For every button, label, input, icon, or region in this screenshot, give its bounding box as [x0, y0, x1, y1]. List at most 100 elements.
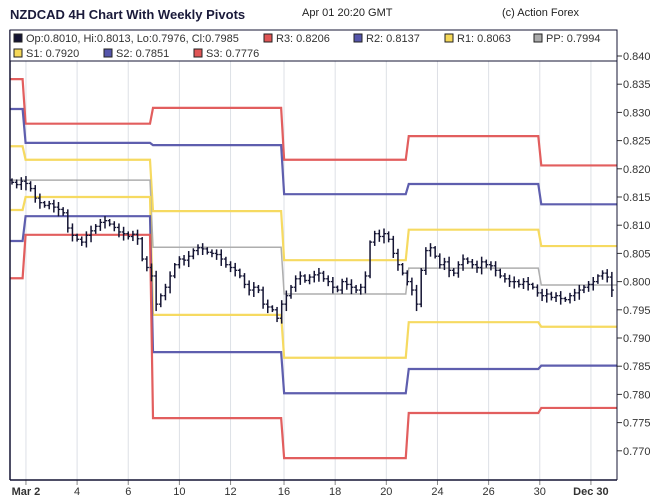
legend-item: S1: 0.7920 — [26, 48, 79, 60]
y-tick-label: 0.795 — [623, 305, 650, 317]
pivot-line-s3 — [10, 233, 617, 460]
ohlc-bar — [437, 253, 442, 269]
ohlc-bar — [372, 230, 377, 246]
ohlc-bar — [558, 291, 563, 305]
legend-item: R3: 0.8206 — [276, 33, 330, 45]
ohlc-bar — [144, 256, 149, 272]
ohlc-bar — [103, 216, 107, 229]
ohlc-bar — [302, 274, 307, 283]
ohlc-bar — [233, 262, 238, 277]
ohlc-bar — [391, 235, 396, 258]
ohlc-bar — [47, 200, 52, 210]
ohlc-bar — [591, 277, 596, 291]
ohlc-bar — [586, 280, 591, 292]
legend-swatch — [103, 48, 113, 58]
y-tick-label: 0.785 — [623, 361, 650, 373]
ohlc-bar — [205, 247, 210, 255]
ohlc-bar — [261, 286, 266, 309]
ohlc-bar — [130, 230, 135, 242]
y-tick-label: 0.835 — [623, 79, 650, 91]
ohlc-bar — [196, 244, 200, 256]
ohlc-bar — [414, 284, 419, 312]
ohlc-bar — [344, 277, 349, 290]
ohlc-bar — [182, 255, 187, 266]
ohlc-bar — [433, 246, 438, 259]
ohlc-bar — [61, 207, 66, 216]
ohlc-bar — [37, 193, 42, 209]
ohlc-bar — [70, 223, 75, 242]
legend-swatch — [533, 33, 543, 43]
ohlc-bar — [358, 283, 363, 295]
ohlc-bar — [75, 233, 80, 242]
ohlc-bar — [405, 270, 410, 286]
ohlc-bar — [223, 256, 228, 268]
ohlc-bar — [158, 293, 163, 308]
ohlc-bar — [28, 181, 33, 192]
y-tick-label: 0.810 — [623, 220, 650, 232]
ohlc-bar — [251, 282, 256, 297]
ohlc-bar — [307, 274, 312, 285]
ohlc-bar — [382, 228, 386, 244]
ohlc-bar — [447, 256, 452, 278]
ohlc-bar — [605, 269, 610, 283]
legend-item: R2: 0.8137 — [366, 33, 420, 45]
ohlc-bar — [363, 271, 368, 294]
ohlc-bar — [465, 257, 470, 265]
ohlc-bar — [242, 273, 247, 289]
legend-item: R1: 0.8063 — [457, 33, 511, 45]
ohlc-bar — [409, 277, 414, 296]
ohlc-bar — [484, 259, 489, 268]
x-tick-label: 26 — [483, 486, 495, 498]
x-tick-label: Dec 30 — [573, 486, 608, 498]
ohlc-bar — [395, 248, 400, 271]
legend-item: S2: 0.7851 — [116, 48, 169, 60]
ohlc-bar — [609, 271, 614, 297]
ohlc-bar — [84, 231, 89, 248]
pivot-line-s2 — [10, 215, 617, 395]
ohlc-bar — [140, 237, 145, 262]
ohlc-bar — [488, 261, 493, 271]
ohlc-bar — [112, 221, 117, 232]
pivot-line-r2 — [10, 107, 617, 206]
x-tick-label: 20 — [380, 486, 392, 498]
ohlc-bar — [540, 288, 545, 302]
y-tick-label: 0.825 — [623, 136, 650, 148]
ohlc-bar — [172, 262, 177, 279]
ohlc-bar — [135, 229, 140, 245]
ohlc-bar — [200, 243, 205, 256]
ohlc-bar — [23, 176, 28, 191]
x-tick-label: 30 — [534, 486, 546, 498]
ohlc-bar — [79, 236, 84, 246]
ohlc-bar — [214, 249, 219, 260]
pivot-line-s1 — [10, 195, 617, 359]
ohlc-bar — [298, 271, 303, 285]
x-tick-label: 12 — [224, 486, 236, 498]
y-tick-label: 0.805 — [623, 248, 650, 260]
legend-swatch — [353, 33, 363, 43]
legend-swatch — [13, 48, 23, 58]
ohlc-bar — [368, 240, 373, 279]
x-tick-label: Mar 2 — [12, 486, 41, 498]
legend-swatch — [444, 33, 454, 43]
ohlc-bar — [428, 243, 433, 257]
ohlc-bar — [228, 261, 233, 273]
ohlc-bar — [289, 284, 293, 299]
y-tick-label: 0.830 — [623, 107, 650, 119]
legend: Op:0.8010, Hi:0.8013, Lo:0.7976, Cl:0.79… — [9, 29, 618, 62]
ohlc-bar — [186, 251, 191, 268]
legend-item: S3: 0.7776 — [206, 48, 259, 60]
legend-swatch — [193, 48, 203, 58]
ohlc-bar — [14, 179, 19, 189]
ohlc-bar — [354, 284, 359, 294]
ohlc-bar — [107, 218, 112, 227]
credit: (c) Action Forex — [502, 7, 580, 19]
timestamp: Apr 01 20:20 GMT — [302, 7, 393, 19]
ohlc-bar — [442, 257, 447, 271]
ohlc-bar — [581, 284, 586, 294]
ohlc-bar — [530, 282, 535, 290]
ohlc-bar — [326, 275, 331, 287]
legend-item: PP: 0.7994 — [546, 33, 600, 45]
x-tick-label: 16 — [278, 486, 290, 498]
ohlc-bar — [51, 199, 56, 213]
ohlc-bar — [577, 284, 582, 300]
